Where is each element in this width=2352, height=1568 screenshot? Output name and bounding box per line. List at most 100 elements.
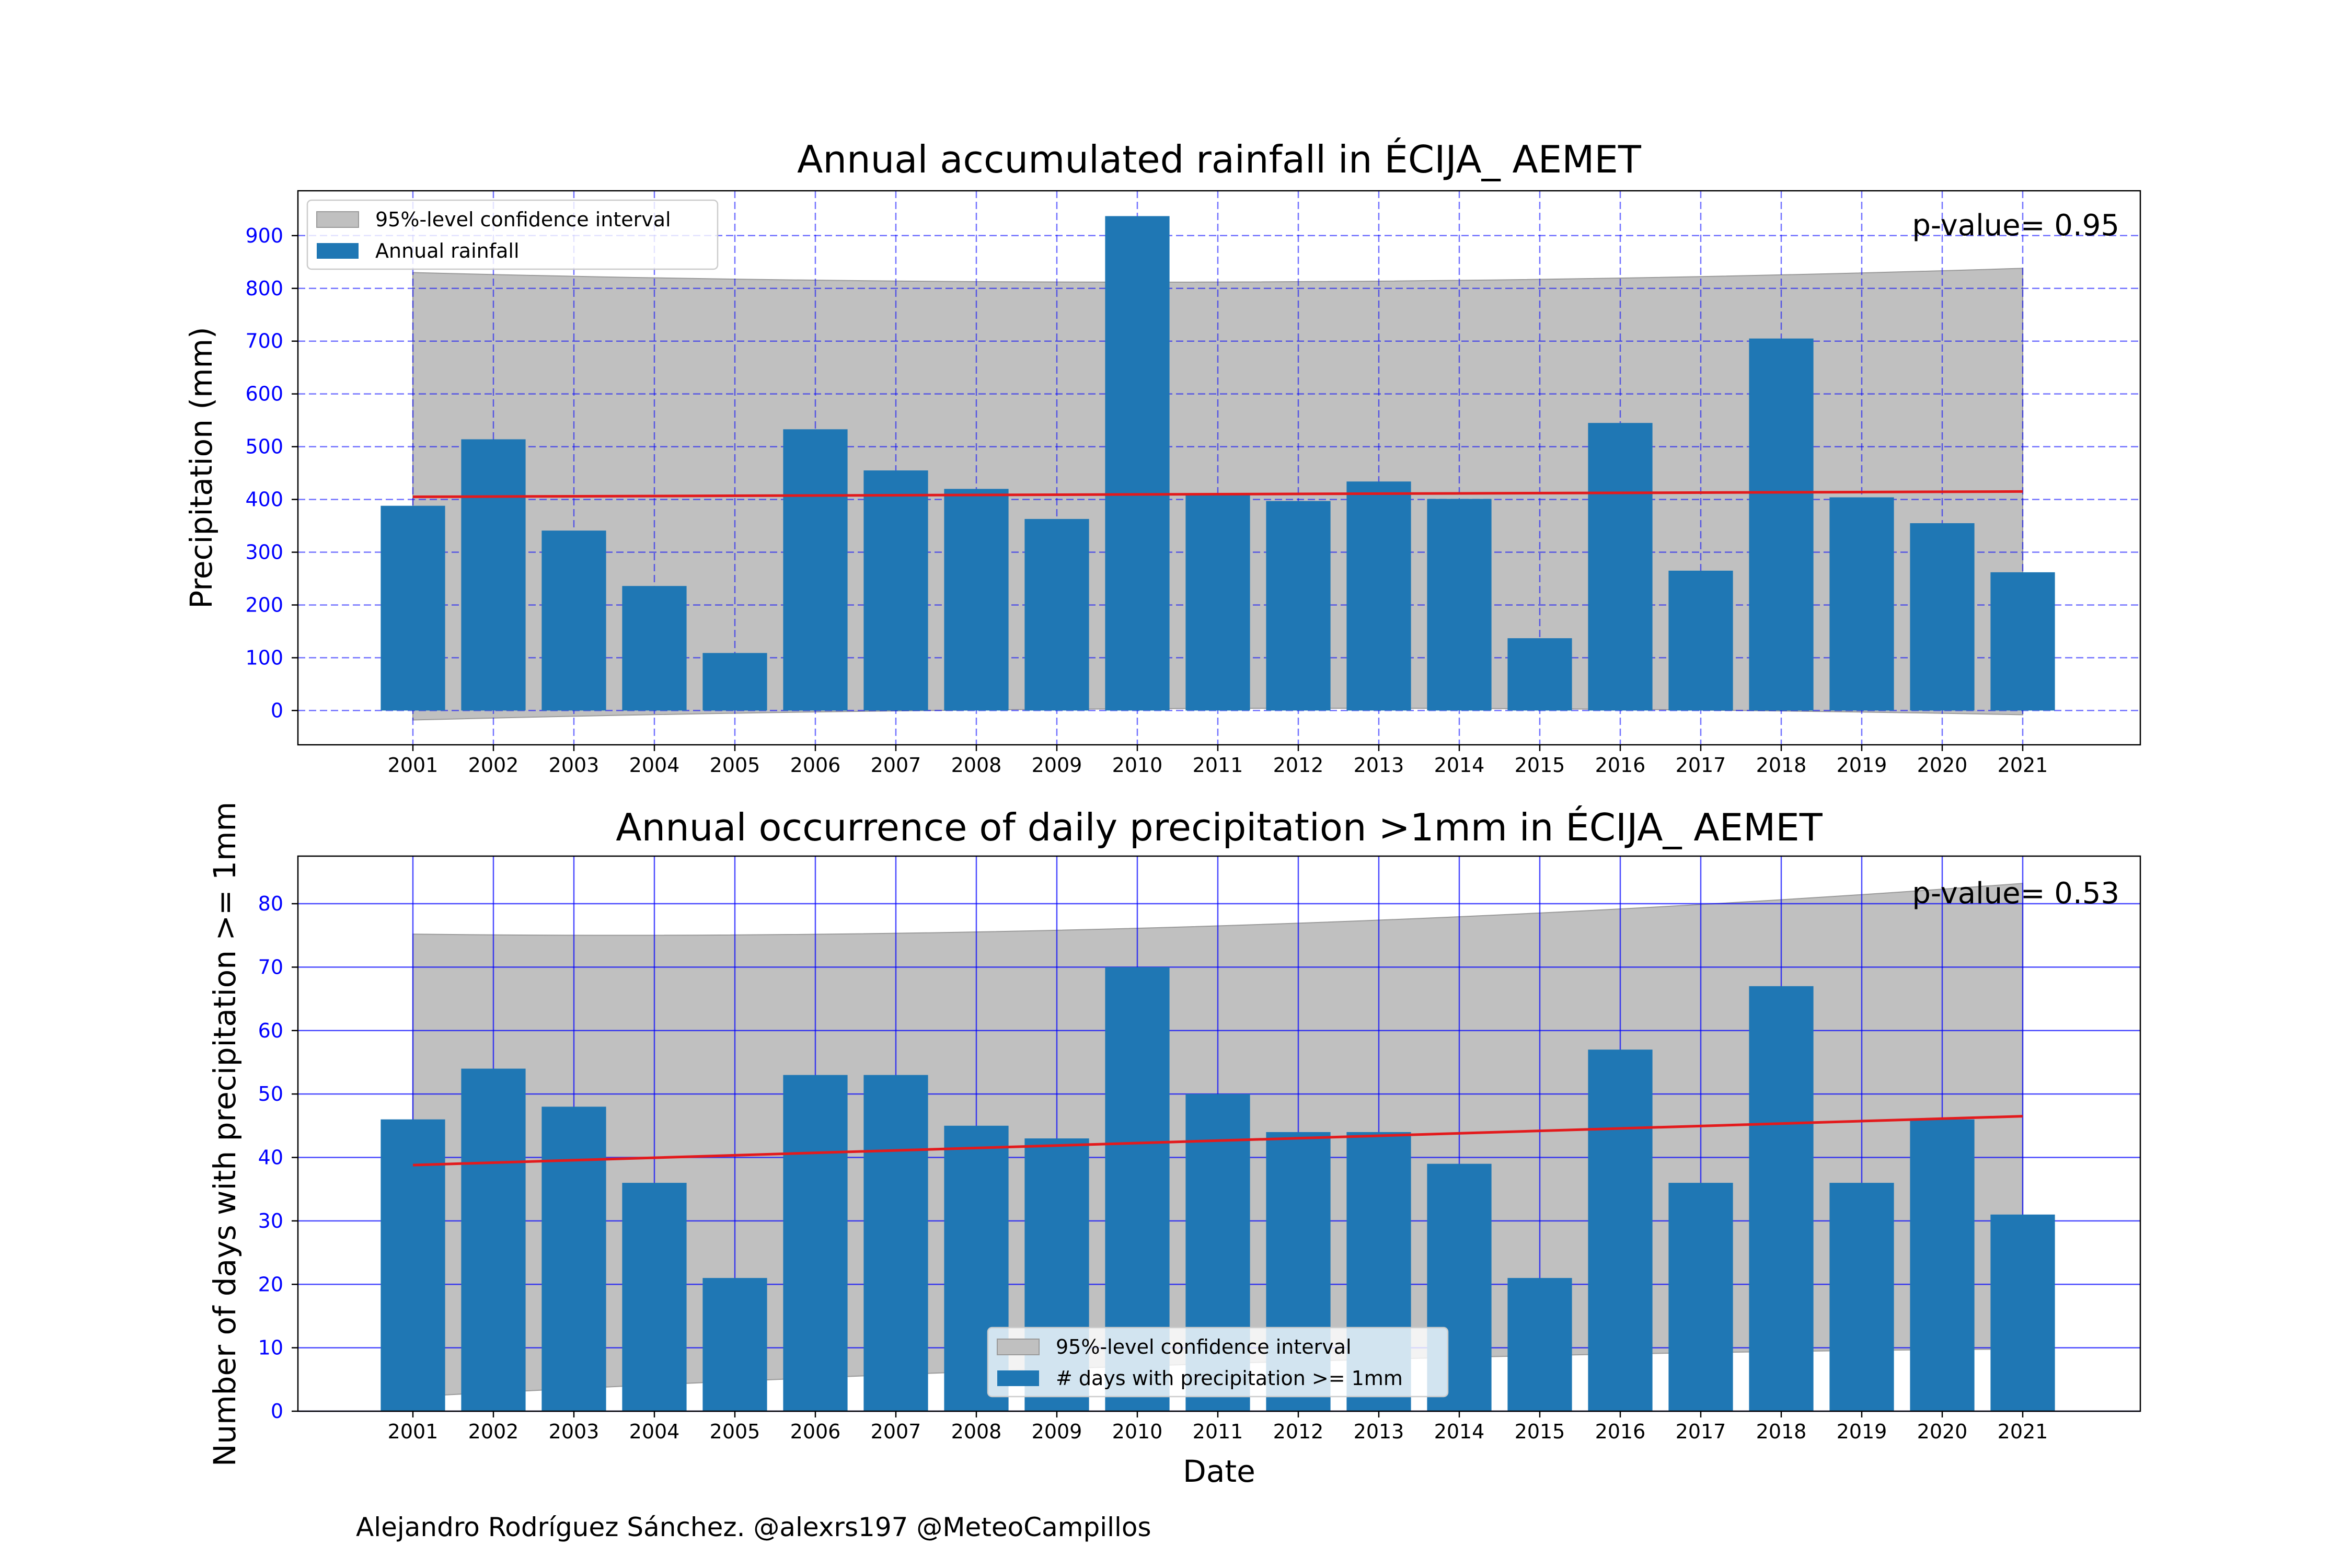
x-tick-label: 2003 — [549, 1420, 599, 1443]
x-tick-label: 2003 — [549, 754, 599, 777]
x-tick-label: 2007 — [871, 1420, 921, 1443]
bar — [1910, 1119, 1975, 1411]
x-tick-label: 2016 — [1595, 1420, 1646, 1443]
x-tick-label: 2020 — [1917, 754, 1968, 777]
bar — [1990, 1214, 2055, 1411]
bar — [1990, 572, 2055, 711]
y-tick-label: 50 — [258, 1082, 283, 1105]
bar — [1266, 501, 1331, 711]
x-tick-label: 2010 — [1112, 1420, 1163, 1443]
bar — [622, 1183, 687, 1411]
x-tick-label: 2019 — [1837, 754, 1887, 777]
x-tick-label: 2002 — [468, 1420, 519, 1443]
bar — [381, 1119, 445, 1411]
x-tick-label: 2005 — [710, 754, 760, 777]
y-axis-label: Number of days with precipitation >= 1mm — [207, 802, 243, 1467]
x-tick-label: 2018 — [1756, 754, 1807, 777]
chart-panel-2: 2001 2002 2003 2004 2005 2006 2007 2008 2009 2010… — [207, 802, 2141, 1489]
y-tick-label: 80 — [258, 892, 283, 915]
chart-title: Annual accumulated rainfall in ÉCIJA_ AE… — [797, 137, 1642, 181]
x-tick-label: 2014 — [1434, 1420, 1485, 1443]
bar — [1668, 570, 1733, 711]
x-tick-label: 2011 — [1193, 1420, 1243, 1443]
y-tick-label: 40 — [258, 1146, 283, 1169]
bar — [1588, 1050, 1653, 1411]
bar — [863, 1075, 928, 1411]
bar — [1507, 1278, 1572, 1411]
bar — [1829, 1183, 1894, 1411]
legend-label-ci: 95%-level confidence interval — [375, 208, 671, 231]
bar — [1427, 499, 1492, 711]
x-tick-label: 2001 — [388, 754, 439, 777]
bar — [783, 1075, 848, 1411]
x-tick-label: 2006 — [790, 754, 841, 777]
bar — [1749, 986, 1814, 1411]
x-tick-label: 2015 — [1515, 754, 1565, 777]
x-tick-label: 2018 — [1756, 1420, 1807, 1443]
bar — [1346, 481, 1411, 711]
bar — [1024, 518, 1089, 711]
x-tick-label: 2014 — [1434, 754, 1485, 777]
x-tick-label: 2008 — [951, 1420, 1002, 1443]
bar — [461, 1068, 526, 1411]
bar — [1507, 638, 1572, 711]
bar — [702, 1278, 767, 1411]
x-tick-label: 2015 — [1515, 1420, 1565, 1443]
y-tick-label: 30 — [258, 1209, 283, 1232]
x-tick-label: 2016 — [1595, 754, 1646, 777]
y-tick-label: 100 — [245, 646, 283, 669]
bar — [461, 439, 526, 711]
legend-box — [987, 1327, 1449, 1398]
y-tick-label: 70 — [258, 955, 283, 978]
x-tick-label: 2012 — [1273, 1420, 1324, 1443]
y-axis-label: Precipitation (mm) — [183, 327, 219, 608]
bar — [944, 489, 1009, 711]
legend-label-bars: # days with precipitation >= 1mm — [1056, 1367, 1403, 1390]
bar — [1749, 338, 1814, 711]
x-tick-label: 2005 — [710, 1420, 760, 1443]
y-tick-label: 10 — [258, 1336, 283, 1359]
bar — [1910, 523, 1975, 711]
bar — [1105, 216, 1170, 711]
legend-box — [306, 199, 719, 270]
x-tick-label: 2006 — [790, 1420, 841, 1443]
legend-swatch-bars — [317, 243, 359, 259]
bar — [541, 1106, 606, 1411]
x-tick-label: 2004 — [629, 754, 680, 777]
bar — [1588, 423, 1653, 711]
axes-frame — [297, 855, 2141, 1412]
x-tick-label: 2013 — [1354, 754, 1404, 777]
legend-swatch-ci — [997, 1339, 1040, 1355]
y-tick-label: 700 — [245, 330, 283, 353]
y-tick-label: 400 — [245, 488, 283, 511]
x-axis-label: Date — [1183, 1454, 1255, 1489]
x-tick-label: 2021 — [1998, 754, 2048, 777]
x-tick-label: 2002 — [468, 754, 519, 777]
bar — [541, 531, 606, 711]
bar — [381, 505, 445, 711]
p-value-annotation: p-value= 0.53 — [1912, 877, 2119, 910]
legend-swatch-ci — [316, 211, 359, 228]
author-credit: Alejandro Rodríguez Sánchez. @alexrs197 … — [356, 1512, 1151, 1542]
x-tick-label: 2017 — [1676, 1420, 1726, 1443]
y-tick-label: 20 — [258, 1273, 283, 1296]
x-tick-label: 2010 — [1112, 754, 1163, 777]
bar — [1668, 1183, 1733, 1411]
chart-title: Annual occurrence of daily precipitation… — [616, 805, 1823, 849]
y-tick-label: 0 — [271, 1400, 283, 1423]
y-tick-label: 60 — [258, 1019, 283, 1042]
bar — [622, 586, 687, 711]
x-tick-label: 2013 — [1354, 1420, 1404, 1443]
x-tick-label: 2009 — [1032, 754, 1082, 777]
x-tick-label: 2021 — [1998, 1420, 2048, 1443]
legend: 95%-level confidence interval # days with… — [987, 1327, 1449, 1398]
legend-swatch-bars — [997, 1370, 1039, 1386]
x-tick-label: 2011 — [1193, 754, 1243, 777]
y-tick-label: 800 — [245, 277, 283, 300]
bar — [1185, 493, 1250, 711]
y-tick-label: 0 — [271, 699, 283, 722]
p-value-annotation: p-value= 0.95 — [1912, 209, 2119, 243]
bar — [783, 429, 848, 711]
x-tick-label: 2017 — [1676, 754, 1726, 777]
